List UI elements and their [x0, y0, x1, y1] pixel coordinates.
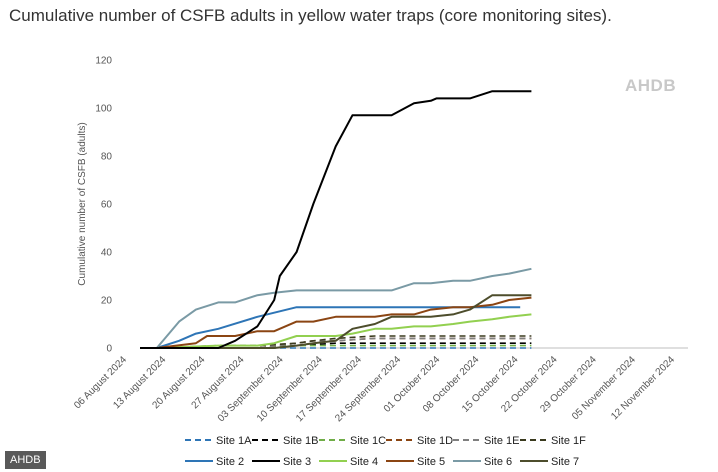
legend-label: Site 1B: [283, 435, 318, 447]
series-line-site-7: [140, 294, 532, 349]
legend-label: Site 4: [350, 456, 378, 468]
legend-label: Site 1A: [216, 435, 252, 447]
legend-label: Site 1D: [417, 435, 453, 447]
legend: Site 1A Site 1B Site 1C Site 1D Site 1E Site …: [185, 435, 586, 468]
y-tick-label: 20: [101, 296, 113, 307]
x-tick-label: 17 September 2024: [294, 354, 364, 424]
series-line-site-1e: [140, 337, 532, 349]
x-tick-label: 03 September 2024: [216, 354, 286, 424]
legend-label: Site 1C: [350, 435, 386, 447]
y-axis-label: Cumulative number of CSFB (adults): [77, 122, 88, 285]
series-line-site-1b: [140, 342, 532, 349]
x-tick-label: 10 September 2024: [255, 354, 325, 424]
legend-label: Site 6: [484, 456, 512, 468]
legend-label: Site 1F: [551, 435, 586, 447]
y-tick-label: 60: [101, 200, 113, 211]
page-title: Cumulative number of CSFB adults in yell…: [9, 6, 612, 25]
legend-label: Site 5: [417, 456, 445, 468]
legend-label: Site 1E: [484, 435, 519, 447]
ahdb-footer-badge: AHDB: [5, 451, 46, 469]
ahdb-watermark-logo: AHDB: [625, 76, 676, 95]
y-tick-label: 40: [101, 248, 113, 259]
series-line-site-1c: [140, 344, 532, 349]
y-axis: 0 20 40 60 80 100 120: [95, 56, 112, 355]
y-tick-label: 100: [95, 104, 112, 115]
series-line-site-4: [140, 313, 532, 349]
legend-label: Site 2: [216, 456, 244, 468]
legend-label: Site 7: [551, 456, 579, 468]
y-tick-label: 120: [95, 56, 112, 67]
series-line-site-6: [140, 267, 532, 349]
y-tick-label: 0: [106, 344, 112, 355]
y-tick-label: 80: [101, 152, 113, 163]
series-line-site-3: [140, 90, 532, 349]
series-lines: [140, 90, 532, 349]
series-line-site-1f: [140, 335, 532, 349]
x-tick-label: 24 September 2024: [333, 354, 403, 424]
series-line-site-5: [140, 296, 532, 349]
legend-label: Site 3: [283, 456, 311, 468]
